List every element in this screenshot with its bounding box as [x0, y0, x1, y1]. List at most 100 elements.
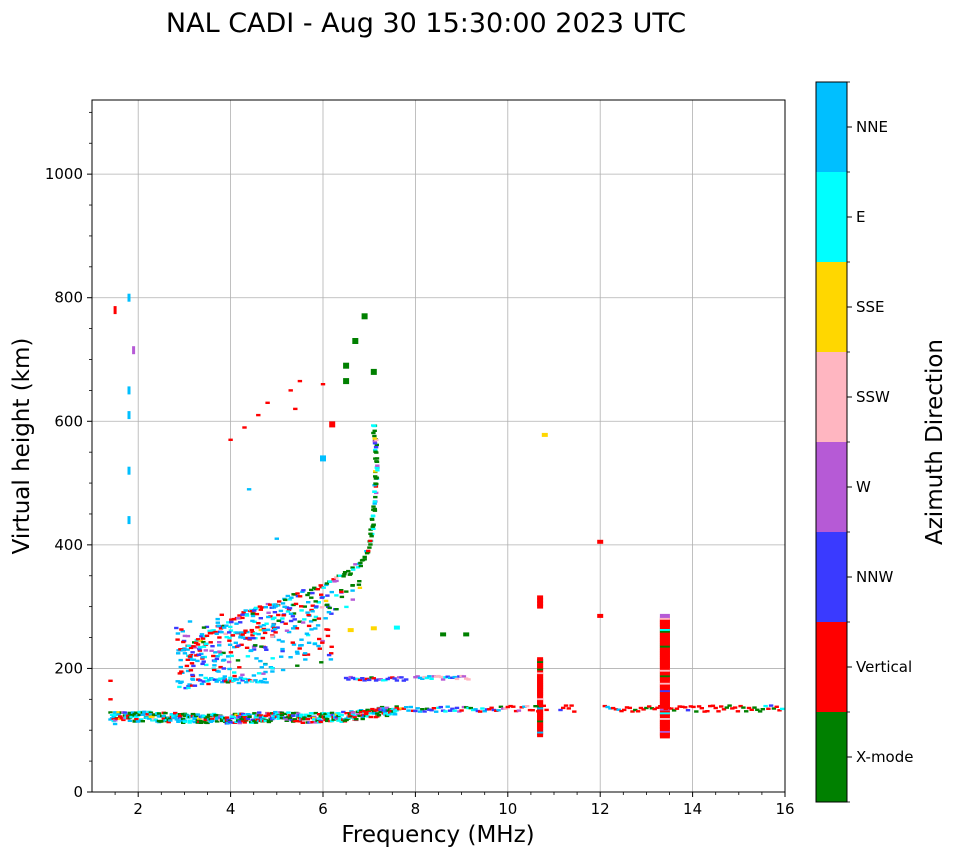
data-point — [181, 649, 186, 652]
data-point — [279, 655, 284, 658]
data-point — [321, 586, 326, 589]
data-point — [383, 712, 388, 716]
data-point — [372, 502, 377, 505]
data-point — [210, 719, 215, 723]
data-point — [371, 424, 376, 427]
data-point — [176, 652, 181, 655]
data-point — [221, 667, 226, 670]
data-point — [348, 675, 353, 679]
data-point — [135, 720, 141, 723]
data-point — [319, 596, 324, 599]
data-point — [208, 641, 213, 644]
data-point — [368, 543, 373, 546]
data-point — [371, 523, 376, 526]
data-point — [204, 625, 210, 629]
data-point — [236, 681, 242, 685]
data-point — [312, 586, 317, 589]
data-point — [312, 618, 317, 622]
data-point — [371, 677, 376, 680]
data-point — [242, 631, 247, 634]
data-point — [384, 706, 390, 709]
data-point — [302, 716, 307, 719]
data-point — [457, 675, 462, 678]
data-point — [211, 629, 216, 632]
data-point — [209, 649, 214, 652]
data-point — [659, 613, 670, 618]
data-point — [168, 717, 173, 720]
data-point — [184, 664, 190, 668]
data-point — [286, 608, 292, 611]
data-point — [219, 631, 224, 634]
data-point — [197, 717, 202, 720]
data-point — [228, 676, 233, 680]
data-point — [218, 653, 223, 656]
data-point — [297, 379, 303, 383]
data-point — [137, 713, 142, 716]
data-point — [463, 632, 470, 637]
data-point — [730, 707, 735, 710]
data-point — [277, 600, 282, 603]
data-point — [326, 611, 332, 614]
data-point — [280, 602, 286, 605]
data-point — [191, 664, 196, 668]
data-point — [370, 368, 377, 375]
data-point — [440, 632, 447, 637]
data-point — [647, 705, 652, 708]
data-point — [244, 646, 250, 649]
data-point — [320, 383, 326, 386]
data-point — [295, 592, 300, 595]
data-point — [394, 708, 400, 712]
data-point — [173, 716, 178, 720]
data-point — [324, 583, 329, 587]
data-point — [264, 681, 269, 684]
data-point — [329, 421, 336, 428]
data-point — [222, 675, 227, 678]
data-point — [375, 712, 380, 715]
x-tick-label: 4 — [226, 800, 236, 818]
data-point — [201, 680, 206, 683]
data-point — [132, 712, 137, 716]
data-point — [716, 710, 721, 713]
data-point — [249, 649, 254, 652]
data-point — [196, 653, 202, 656]
data-point — [339, 714, 344, 717]
data-point — [195, 719, 200, 722]
data-point — [325, 594, 330, 597]
data-point — [373, 475, 378, 478]
data-point — [286, 711, 291, 714]
data-point — [342, 571, 348, 574]
data-point — [746, 706, 752, 710]
data-point — [289, 719, 294, 722]
data-point — [173, 712, 178, 715]
data-point — [252, 712, 257, 715]
data-point — [378, 678, 383, 681]
data-point — [201, 640, 206, 644]
data-point — [369, 535, 374, 538]
data-point — [108, 711, 113, 714]
data-point — [429, 677, 434, 680]
data-point — [156, 712, 162, 715]
data-point — [368, 539, 373, 543]
data-point — [263, 719, 268, 723]
data-point — [203, 642, 209, 645]
colorbar-frame — [815, 81, 848, 803]
data-point — [280, 640, 285, 643]
data-point — [343, 362, 350, 369]
data-point — [315, 624, 321, 627]
y-tick-label: 600 — [54, 412, 83, 430]
data-point — [259, 666, 264, 669]
data-point — [221, 677, 226, 680]
data-point — [286, 715, 291, 718]
data-point — [487, 708, 492, 711]
data-point — [719, 705, 724, 708]
y-tick-label: 1000 — [45, 165, 83, 183]
data-point — [671, 709, 677, 712]
data-point — [226, 655, 231, 658]
data-point — [201, 660, 206, 663]
data-point — [399, 707, 404, 710]
data-point — [313, 615, 319, 619]
data-point — [256, 672, 262, 675]
data-point — [305, 633, 311, 637]
data-point — [291, 643, 297, 646]
data-point — [346, 569, 351, 573]
